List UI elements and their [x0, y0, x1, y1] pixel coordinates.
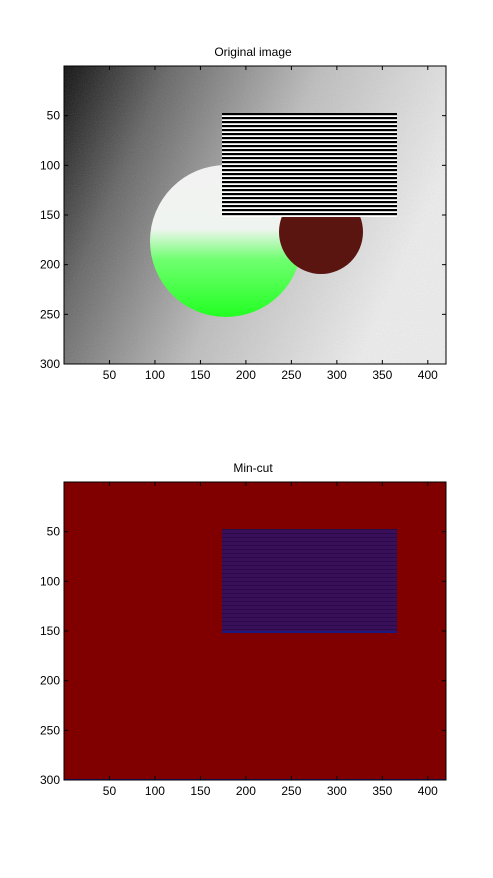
x-tick-label: 250: [281, 784, 301, 798]
min-cut-ticks: 50 100 150 200 250 300 350 400 50 100 150 200 250 300: [40, 482, 446, 798]
original-image-plot: [64, 66, 446, 364]
black-stripe: [222, 145, 397, 148]
black-stripe: [222, 197, 397, 200]
black-stripe: [222, 189, 397, 192]
original-image-title: Original image: [214, 45, 292, 59]
black-stripe: [222, 161, 397, 164]
x-tick-label: 400: [418, 368, 438, 382]
y-tick-label: 300: [40, 357, 60, 371]
foreground-stripe-line: [222, 537, 397, 538]
black-stripe: [222, 125, 397, 128]
x-tick-label: 300: [327, 784, 347, 798]
foreground-stripe-line: [222, 629, 397, 630]
black-stripe: [222, 193, 397, 196]
y-tick-label: 50: [47, 109, 61, 123]
y-tick-label: 150: [40, 208, 60, 222]
black-stripe: [222, 213, 397, 216]
foreground-stripe-line: [222, 553, 397, 554]
black-stripe: [222, 173, 397, 176]
foreground-stripe-line: [222, 581, 397, 582]
y-tick-label: 250: [40, 723, 60, 737]
foreground-stripe-line: [222, 533, 397, 534]
foreground-bottom-edge: [222, 631, 397, 633]
foreground-stripe-line: [222, 613, 397, 614]
black-stripe: [222, 117, 397, 120]
foreground-stripe-line: [222, 573, 397, 574]
x-tick-label: 50: [103, 784, 117, 798]
black-stripe: [222, 209, 397, 212]
foreground-stripe-line: [222, 605, 397, 606]
x-tick-label: 50: [103, 368, 117, 382]
foreground-stripe-line: [222, 601, 397, 602]
y-tick-label: 200: [40, 258, 60, 272]
x-tick-label: 250: [281, 368, 301, 382]
x-tick-label: 350: [372, 368, 392, 382]
black-stripe: [222, 129, 397, 132]
y-tick-label: 150: [40, 624, 60, 638]
foreground-stripe-line: [222, 593, 397, 594]
black-stripe: [222, 177, 397, 180]
min-cut-title: Min-cut: [233, 461, 273, 475]
foreground-stripe-line: [222, 549, 397, 550]
foreground-stripe-line: [222, 585, 397, 586]
x-tick-label: 200: [236, 368, 256, 382]
black-stripe: [222, 113, 397, 116]
min-cut-axes: Min-cut 50 100 150 200 250 300 350 400 50 100 150 2…: [40, 461, 447, 798]
foreground-stripe-line: [222, 565, 397, 566]
foreground-stripe-line: [222, 529, 397, 530]
x-tick-label: 400: [418, 784, 438, 798]
y-tick-label: 100: [40, 574, 60, 588]
black-stripe: [222, 205, 397, 208]
black-stripe: [222, 169, 397, 172]
foreground-stripe-line: [222, 569, 397, 570]
x-tick-label: 150: [190, 368, 210, 382]
black-stripe: [222, 185, 397, 188]
black-stripe: [222, 149, 397, 152]
black-stripe: [222, 201, 397, 204]
foreground-stripe-line: [222, 577, 397, 578]
foreground-stripe-line: [222, 617, 397, 618]
x-tick-label: 100: [145, 368, 165, 382]
black-stripe: [222, 121, 397, 124]
x-tick-label: 100: [145, 784, 165, 798]
black-stripe: [222, 133, 397, 136]
original-image-axes: Original image 50 100 150 200 250 300 350 40050…: [40, 45, 447, 382]
foreground-stripe-line: [222, 625, 397, 626]
foreground-stripe-line: [222, 597, 397, 598]
foreground-stripe-line: [222, 557, 397, 558]
foreground-stripe-line: [222, 609, 397, 610]
y-tick-label: 250: [40, 307, 60, 321]
y-tick-label: 100: [40, 158, 60, 172]
y-tick-label: 300: [40, 773, 60, 787]
y-tick-label: 50: [47, 525, 61, 539]
x-tick-label: 200: [236, 784, 256, 798]
black-stripe: [222, 165, 397, 168]
stripe-rectangle: [222, 113, 397, 217]
foreground-stripe-line: [222, 541, 397, 542]
foreground-stripe-line: [222, 561, 397, 562]
x-tick-label: 350: [372, 784, 392, 798]
foreground-stripe-line: [222, 545, 397, 546]
y-tick-label: 200: [40, 674, 60, 688]
black-stripe: [222, 137, 397, 140]
x-tick-label: 300: [327, 368, 347, 382]
original-image-ticks: 50 100 150 200 250 300 350 400 50 100 150 200 250 300: [40, 66, 446, 382]
x-tick-label: 150: [190, 784, 210, 798]
black-stripe: [222, 153, 397, 156]
foreground-stripe-line: [222, 621, 397, 622]
foreground-stripe-line: [222, 589, 397, 590]
black-stripe: [222, 157, 397, 160]
foreground-stripe-lines: [222, 529, 397, 630]
black-stripe: [222, 141, 397, 144]
black-stripe: [222, 181, 397, 184]
